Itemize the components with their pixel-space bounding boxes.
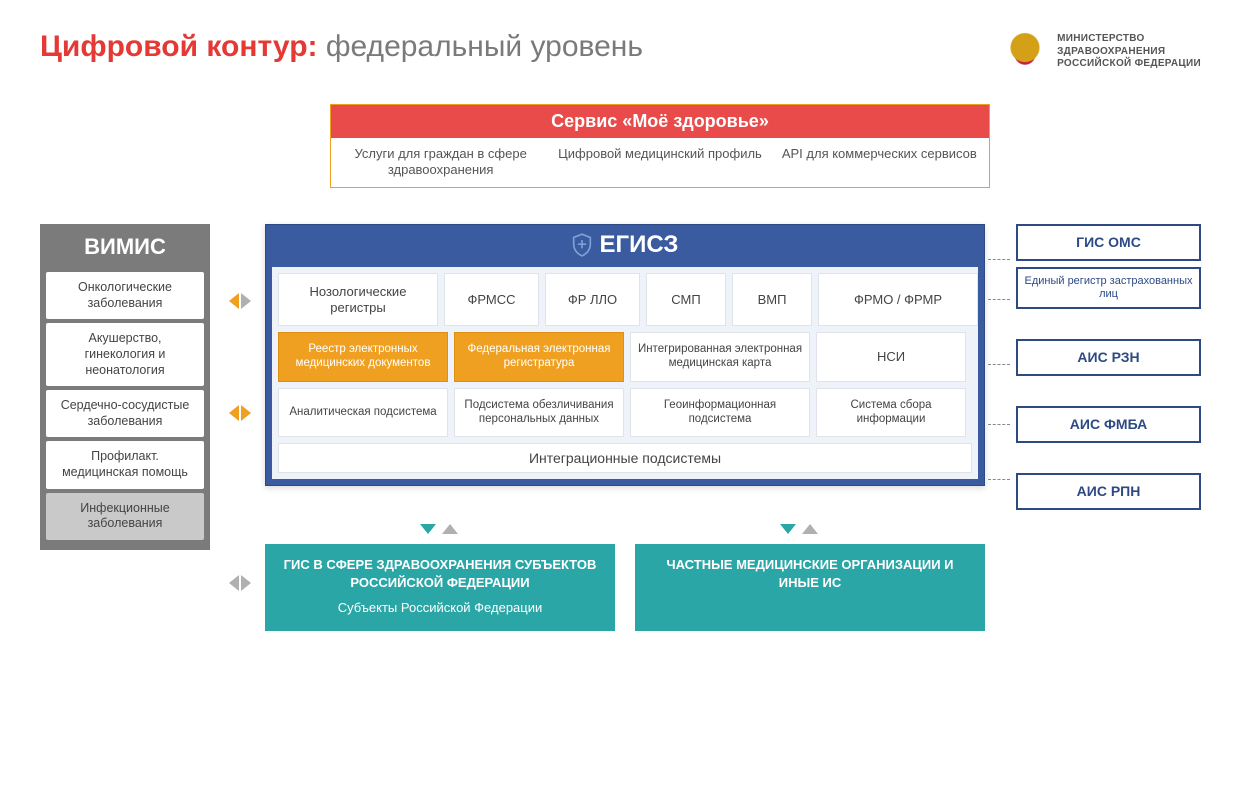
emblem-icon — [1003, 30, 1047, 74]
egisz-cell: Нозологические регистры — [278, 273, 438, 326]
teal-block-right: ЧАСТНЫЕ МЕДИЦИНСКИЕ ОРГАНИЗАЦИИ И ИНЫЕ И… — [635, 544, 985, 631]
vimis-item: Профилакт. медицинская помощь — [46, 441, 204, 488]
vimis-item: Акушерство, гинекология и неонатология — [46, 323, 204, 386]
ministry-text: МИНИСТЕРСТВО ЗДРАВООХРАНЕНИЯ РОССИЙСКОЙ … — [1057, 33, 1201, 71]
service-row: Услуги для граждан в сфере здравоохранен… — [331, 138, 989, 187]
dash-connector — [988, 299, 1010, 300]
vimis-header: ВИМИС — [46, 230, 204, 268]
external-subbox: Единый регистр застрахованных лиц — [1016, 267, 1201, 309]
external-box: ГИС ОМС — [1016, 224, 1201, 261]
ministry-line3: РОССИЙСКОЙ ФЕДЕРАЦИИ — [1057, 58, 1201, 71]
connector-arrows-icon — [220, 292, 260, 310]
egisz-cell: ВМП — [732, 273, 812, 326]
teal-block-left: ГИС В СФЕРЕ ЗДРАВООХРАНЕНИЯ СУБЪЕКТОВ РО… — [265, 544, 615, 631]
diagram-canvas: Сервис «Моё здоровье» Услуги для граждан… — [40, 104, 1201, 744]
page-title: Цифровой контур: федеральный уровень — [40, 30, 643, 64]
egisz-header: ЕГИСЗ — [266, 225, 984, 267]
header-row: Цифровой контур: федеральный уровень МИН… — [0, 0, 1241, 84]
title-accent: Цифровой контур: — [40, 30, 318, 63]
egisz-cell: ФР ЛЛО — [545, 273, 640, 326]
connector-arrows-icon — [220, 574, 260, 592]
external-group: ГИС ОМС Единый регистр застрахованных ли… — [1016, 224, 1201, 309]
service-cell: API для коммерческих сервисов — [770, 138, 989, 187]
teal-sub: Субъекты Российской Федерации — [275, 599, 605, 617]
external-box: АИС РПН — [1016, 473, 1201, 510]
egisz-cell: Подсистема обезличивания персональных да… — [454, 388, 624, 438]
external-box: АИС ФМБА — [1016, 406, 1201, 443]
egisz-cell: Система сбора информации — [816, 388, 966, 438]
vimis-item: Инфекционные заболевания — [46, 493, 204, 540]
teal-main: ЧАСТНЫЕ МЕДИЦИНСКИЕ ОРГАНИЗАЦИИ И ИНЫЕ И… — [645, 556, 975, 591]
egisz-cell: ФРМСС — [444, 273, 539, 326]
egisz-row: Реестр электронных медицинских документо… — [278, 332, 972, 382]
egisz-title: ЕГИСЗ — [600, 231, 679, 259]
egisz-row: Аналитическая подсистемаПодсистема обезл… — [278, 388, 972, 438]
egisz-row: Нозологические регистрыФРМССФР ЛЛОСМПВМП… — [278, 273, 972, 326]
ministry-block: МИНИСТЕРСТВО ЗДРАВООХРАНЕНИЯ РОССИЙСКОЙ … — [1003, 30, 1201, 74]
egisz-cell: НСИ — [816, 332, 966, 382]
dash-connector — [988, 479, 1010, 480]
integration-bar: Интеграционные подсистемы — [278, 443, 972, 473]
connector-down-icon — [420, 524, 458, 534]
dash-connector — [988, 259, 1010, 260]
vimis-sidebar: ВИМИС Онкологические заболеванияАкушерст… — [40, 224, 210, 550]
dash-connector — [988, 364, 1010, 365]
dash-connector — [988, 424, 1010, 425]
external-column: ГИС ОМС Единый регистр застрахованных ли… — [1016, 224, 1201, 510]
service-block: Сервис «Моё здоровье» Услуги для граждан… — [330, 104, 990, 188]
title-rest: федеральный уровень — [318, 30, 643, 63]
teal-main: ГИС В СФЕРЕ ЗДРАВООХРАНЕНИЯ СУБЪЕКТОВ РО… — [275, 556, 605, 591]
external-box: АИС РЗН — [1016, 339, 1201, 376]
ministry-line1: МИНИСТЕРСТВО — [1057, 33, 1201, 46]
connector-down-icon — [780, 524, 818, 534]
ministry-line2: ЗДРАВООХРАНЕНИЯ — [1057, 46, 1201, 59]
egisz-block: ЕГИСЗ Нозологические регистрыФРМССФР ЛЛО… — [265, 224, 985, 486]
service-cell: Услуги для граждан в сфере здравоохранен… — [331, 138, 550, 187]
egisz-cell: Интегрированная электронная медицинская … — [630, 332, 810, 382]
service-header: Сервис «Моё здоровье» — [331, 105, 989, 138]
egisz-cell: Федеральная электронная регистратура — [454, 332, 624, 382]
vimis-item: Онкологические заболевания — [46, 272, 204, 319]
egisz-cell: Геоинформационная подсистема — [630, 388, 810, 438]
service-cell: Цифровой медицинский профиль — [550, 138, 769, 187]
connector-arrows-icon — [220, 404, 260, 422]
egisz-cell: Реестр электронных медицинских документо… — [278, 332, 448, 382]
shield-icon — [572, 233, 592, 257]
egisz-cell: Аналитическая подсистема — [278, 388, 448, 438]
egisz-cell: СМП — [646, 273, 726, 326]
vimis-item: Сердечно-сосудистые заболевания — [46, 390, 204, 437]
egisz-cell: ФРМО / ФРМР — [818, 273, 978, 326]
bottom-row: ГИС В СФЕРЕ ЗДРАВООХРАНЕНИЯ СУБЪЕКТОВ РО… — [265, 544, 985, 631]
egisz-body: Нозологические регистрыФРМССФР ЛЛОСМПВМП… — [272, 267, 978, 479]
